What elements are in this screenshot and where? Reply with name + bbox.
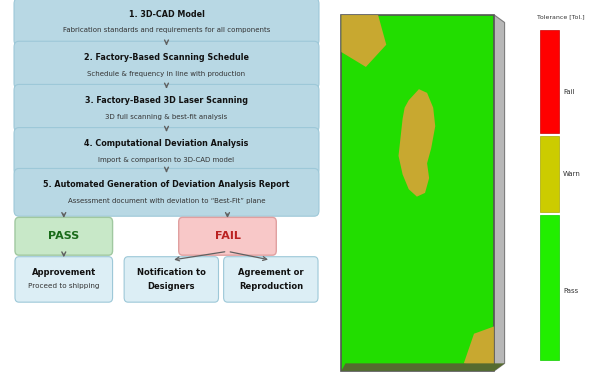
Text: Assessment document with deviation to “Best-Fit” plane: Assessment document with deviation to “B… — [68, 198, 265, 204]
FancyBboxPatch shape — [224, 257, 318, 302]
FancyBboxPatch shape — [14, 84, 319, 132]
Text: Agreement or: Agreement or — [238, 268, 304, 277]
FancyBboxPatch shape — [14, 41, 319, 89]
Text: Import & comparison to 3D-CAD model: Import & comparison to 3D-CAD model — [98, 157, 235, 163]
Text: Warn: Warn — [563, 171, 581, 177]
Text: 3. Factory-Based 3D Laser Scanning: 3. Factory-Based 3D Laser Scanning — [85, 96, 248, 105]
Text: Approvement: Approvement — [32, 268, 96, 277]
Text: Notification to: Notification to — [137, 268, 206, 277]
Polygon shape — [494, 15, 505, 371]
Bar — [539, 30, 559, 133]
Polygon shape — [398, 89, 435, 197]
Polygon shape — [341, 15, 494, 371]
Text: Designers: Designers — [148, 282, 195, 291]
Polygon shape — [341, 363, 505, 371]
FancyBboxPatch shape — [14, 168, 319, 216]
Text: 2. Factory-Based Scanning Schedule: 2. Factory-Based Scanning Schedule — [84, 53, 249, 62]
Text: Pass: Pass — [563, 288, 578, 294]
FancyBboxPatch shape — [15, 257, 113, 302]
Text: Proceed to shipping: Proceed to shipping — [28, 283, 100, 289]
Text: FAIL: FAIL — [215, 231, 241, 241]
Bar — [539, 215, 559, 360]
Polygon shape — [341, 15, 386, 67]
Text: Reproduction: Reproduction — [239, 282, 303, 291]
Text: 3D full scanning & best-fit analysis: 3D full scanning & best-fit analysis — [106, 114, 227, 120]
Text: PASS: PASS — [48, 231, 79, 241]
Text: Tolerance [Tol.]: Tolerance [Tol.] — [537, 15, 584, 19]
FancyBboxPatch shape — [15, 217, 113, 255]
Polygon shape — [464, 326, 494, 371]
Bar — [539, 136, 559, 212]
Text: 5. Automated Generation of Deviation Analysis Report: 5. Automated Generation of Deviation Ana… — [43, 180, 290, 189]
FancyBboxPatch shape — [179, 217, 276, 255]
Text: 1. 3D-CAD Model: 1. 3D-CAD Model — [128, 10, 205, 19]
Text: Fabrication standards and requirements for all components: Fabrication standards and requirements f… — [63, 28, 270, 33]
Text: Schedule & frequency in line with production: Schedule & frequency in line with produc… — [88, 71, 245, 76]
Text: 4. Computational Deviation Analysis: 4. Computational Deviation Analysis — [85, 139, 248, 148]
FancyBboxPatch shape — [124, 257, 218, 302]
Text: Fail: Fail — [563, 89, 575, 95]
FancyBboxPatch shape — [14, 128, 319, 175]
FancyBboxPatch shape — [14, 0, 319, 46]
